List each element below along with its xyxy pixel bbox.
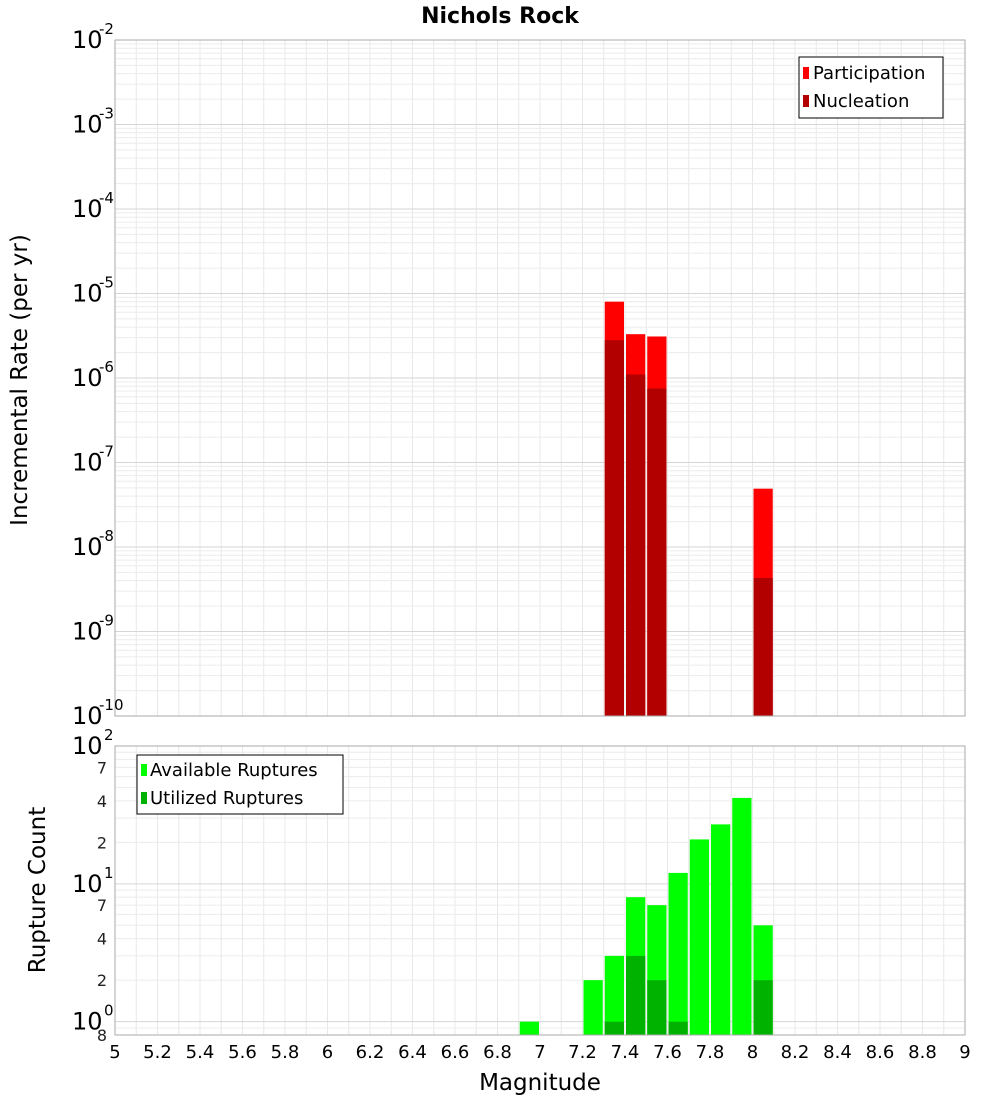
bottom-legend-box — [136, 754, 344, 815]
top-y-tick-exponent: -2 — [99, 20, 114, 38]
bottom-y-minor-tick: 4 — [97, 930, 107, 949]
top-y-tick-exponent: -5 — [99, 274, 114, 292]
x-tick-label: 5.4 — [186, 1042, 215, 1063]
top-y-tick-exponent: -10 — [99, 696, 124, 714]
bottom-y-minor-tick: 2 — [97, 971, 107, 990]
x-tick-label: 7.8 — [696, 1042, 725, 1063]
bottom-plot-frame — [114, 745, 966, 1036]
top-y-tick-base: 10 — [72, 280, 103, 308]
chart-title: Nichols Rock — [421, 4, 580, 29]
x-tick-label: 6.8 — [483, 1042, 512, 1063]
x-tick-label: 9 — [959, 1042, 970, 1063]
bottom-y-minor-tick: 2 — [97, 833, 107, 852]
nucleation-bar — [647, 388, 667, 716]
utilized-ruptures-bar — [626, 955, 646, 1035]
x-tick-label: 5.6 — [228, 1042, 257, 1063]
x-tick-label: 5.2 — [143, 1042, 172, 1063]
legend-entry: Participation — [813, 63, 925, 84]
legend-swatch — [803, 67, 809, 79]
utilized-ruptures-bar — [668, 1021, 688, 1035]
legend-entry: Utilized Ruptures — [150, 788, 303, 809]
x-tick-label: 8.4 — [823, 1042, 852, 1063]
available-ruptures-bar — [519, 1021, 539, 1035]
x-tick-label: 5.8 — [271, 1042, 300, 1063]
top-y-tick-base: 10 — [72, 195, 103, 223]
available-ruptures-bar — [668, 872, 688, 1035]
top-y-tick-exponent: -7 — [99, 443, 114, 461]
nucleation-bar — [604, 340, 624, 716]
x-tick-label: 8.8 — [908, 1042, 937, 1063]
bottom-y-tick-base: 10 — [72, 732, 103, 760]
available-ruptures-bar — [583, 980, 603, 1035]
top-y-tick-base: 10 — [72, 702, 103, 730]
bottom-y-tick-exponent: 0 — [104, 1002, 114, 1020]
bottom-y-tick-exponent: 1 — [104, 864, 114, 882]
top-y-tick-base: 10 — [72, 364, 103, 392]
nucleation-bar — [753, 577, 773, 716]
top-y-tick-exponent: -9 — [99, 612, 114, 630]
available-ruptures-bar — [689, 839, 709, 1035]
bottom-y-tick-exponent: 2 — [104, 726, 114, 744]
utilized-ruptures-bar — [647, 980, 667, 1035]
x-tick-label: 8 — [747, 1042, 758, 1063]
top-y-axis-label: Incremental Rate (per yr) — [7, 234, 33, 526]
top-y-tick-exponent: -4 — [99, 189, 114, 207]
utilized-ruptures-bar — [753, 980, 773, 1035]
x-tick-label: 6 — [322, 1042, 333, 1063]
legend-swatch — [141, 764, 147, 776]
available-ruptures-bar — [711, 824, 731, 1035]
top-legend-box — [798, 56, 944, 119]
bottom-y-tick-base: 10 — [72, 870, 103, 898]
bottom-y-minor-tick: 4 — [97, 792, 107, 811]
bottom-y-minor-tick: 7 — [97, 896, 107, 915]
top-y-tick-base: 10 — [72, 111, 103, 139]
x-tick-label: 7.4 — [611, 1042, 640, 1063]
top-y-tick-exponent: -8 — [99, 527, 114, 545]
top-y-tick-base: 10 — [72, 618, 103, 646]
legend-entry: Nucleation — [813, 91, 909, 112]
available-ruptures-bar — [604, 955, 624, 1035]
x-axis-label: Magnitude — [479, 1070, 601, 1096]
bottom-y-minor-tick: 8 — [97, 1026, 107, 1045]
x-tick-label: 6.2 — [356, 1042, 385, 1063]
x-tick-label: 5 — [109, 1042, 120, 1063]
x-tick-label: 6.4 — [398, 1042, 427, 1063]
legend-swatch — [803, 95, 809, 107]
x-tick-label: 6.6 — [441, 1042, 470, 1063]
bottom-y-minor-tick: 7 — [97, 758, 107, 777]
top-y-tick-base: 10 — [72, 533, 103, 561]
legend-swatch — [141, 792, 147, 804]
top-y-tick-exponent: -3 — [99, 105, 114, 123]
nucleation-bar — [626, 374, 646, 716]
x-tick-label: 7 — [534, 1042, 545, 1063]
x-tick-label: 8.2 — [781, 1042, 810, 1063]
available-ruptures-bar — [732, 797, 752, 1035]
legend-entry: Available Ruptures — [150, 760, 318, 781]
utilized-ruptures-bar — [604, 1021, 624, 1035]
top-y-tick-exponent: -6 — [99, 358, 114, 376]
top-y-tick-base: 10 — [72, 26, 103, 54]
top-y-tick-base: 10 — [72, 449, 103, 477]
top-plot-frame — [114, 39, 966, 717]
x-tick-label: 8.6 — [866, 1042, 895, 1063]
x-tick-label: 7.6 — [653, 1042, 682, 1063]
x-tick-label: 7.2 — [568, 1042, 597, 1063]
bottom-y-axis-label: Rupture Count — [25, 807, 51, 973]
bottom-y-tick-base: 10 — [72, 1008, 103, 1036]
plot-layer: 10-210-310-410-510-610-710-810-910-10Par… — [72, 20, 971, 1063]
